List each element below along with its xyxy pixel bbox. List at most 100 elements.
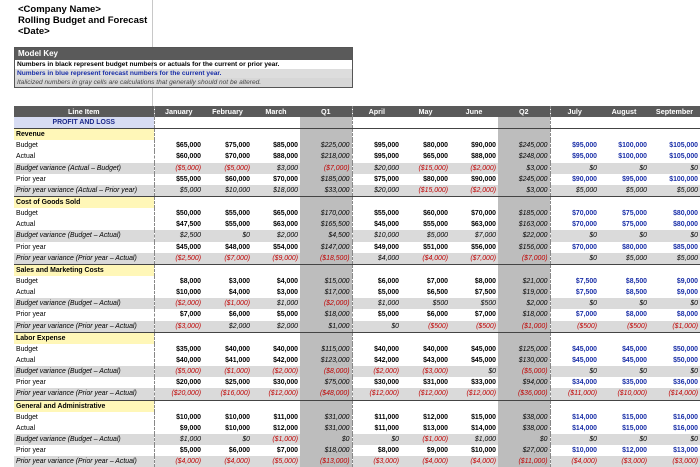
table-cell[interactable]: $5,000 xyxy=(649,252,700,265)
table-cell[interactable]: $55,000 xyxy=(351,208,401,220)
table-cell[interactable]: $27,000 xyxy=(498,445,550,457)
table-cell[interactable]: $8,000 xyxy=(351,445,401,457)
table-cell[interactable]: $0 xyxy=(649,230,700,242)
table-cell[interactable]: $34,000 xyxy=(549,377,599,389)
table-cell[interactable]: ($500) xyxy=(401,320,450,333)
table-cell[interactable]: $0 xyxy=(649,162,700,174)
table-cell[interactable]: $45,000 xyxy=(153,241,203,253)
table-cell[interactable]: $0 xyxy=(649,298,700,310)
table-cell[interactable]: $13,000 xyxy=(423,424,448,432)
table-cell[interactable]: $75,000 xyxy=(622,221,647,229)
table-cell[interactable]: $7,500 xyxy=(474,289,496,297)
table-cell[interactable]: $63,000 xyxy=(471,221,496,229)
table-cell[interactable]: $31,000 xyxy=(300,422,352,434)
table-cell[interactable]: ($2,000) xyxy=(153,298,203,310)
table-cell[interactable]: $7,500 xyxy=(549,275,599,288)
table-cell[interactable]: $0 xyxy=(549,433,599,446)
table-cell[interactable]: ($18,500) xyxy=(300,252,352,265)
table-cell[interactable]: $41,000 xyxy=(225,357,250,365)
table-cell[interactable]: $40,000 xyxy=(423,345,448,353)
table-cell[interactable]: $4,000 xyxy=(351,252,401,265)
table-cell[interactable]: ($1,000) xyxy=(203,366,252,378)
table-cell[interactable]: ($16,000) xyxy=(203,388,252,401)
table-cell[interactable]: $70,000 xyxy=(549,241,599,253)
table-cell[interactable]: $15,000 xyxy=(471,413,496,421)
table-cell[interactable]: ($3,000) xyxy=(401,366,450,378)
table-cell[interactable]: ($10,000) xyxy=(599,388,649,401)
table-cell[interactable]: $9,000 xyxy=(153,422,203,434)
table-cell[interactable]: $70,000 xyxy=(273,175,298,183)
table-cell[interactable]: $55,000 xyxy=(225,221,250,229)
table-cell[interactable]: $55,000 xyxy=(225,210,250,218)
table-cell[interactable]: $10,000 xyxy=(549,445,599,457)
table-cell[interactable]: $6,500 xyxy=(426,289,448,297)
table-cell[interactable]: $75,000 xyxy=(225,142,250,150)
table-cell[interactable]: $75,000 xyxy=(622,210,647,218)
table-cell[interactable]: $10,000 xyxy=(203,184,252,197)
table-cell[interactable]: ($9,000) xyxy=(252,252,300,265)
table-cell[interactable]: $0 xyxy=(300,433,352,446)
table-cell[interactable]: $3,000 xyxy=(252,162,300,174)
table-cell[interactable]: ($5,000) xyxy=(203,162,252,174)
table-cell[interactable]: $49,000 xyxy=(351,241,401,253)
table-cell[interactable]: ($11,000) xyxy=(498,456,550,467)
table-cell[interactable]: $45,000 xyxy=(471,357,496,365)
table-cell[interactable]: $33,000 xyxy=(471,379,496,387)
table-cell[interactable]: ($7,000) xyxy=(498,252,550,265)
table-cell[interactable]: $185,000 xyxy=(300,173,352,185)
table-cell[interactable]: $8,000 xyxy=(153,275,203,288)
table-cell[interactable]: ($12,000) xyxy=(252,388,300,401)
table-cell[interactable]: $9,000 xyxy=(676,278,698,286)
table-cell[interactable]: ($1,000) xyxy=(498,320,550,333)
table-cell[interactable]: $105,000 xyxy=(669,142,698,150)
table-cell[interactable]: $105,000 xyxy=(669,153,698,161)
table-cell[interactable]: $20,000 xyxy=(351,162,401,174)
table-cell[interactable]: $70,000 xyxy=(471,210,496,218)
table-cell[interactable]: ($3,000) xyxy=(153,320,203,333)
table-cell[interactable]: $16,000 xyxy=(673,413,698,421)
table-cell[interactable]: $170,000 xyxy=(300,208,352,220)
table-cell[interactable]: $36,000 xyxy=(673,379,698,387)
table-cell[interactable]: $9,000 xyxy=(676,289,698,297)
table-cell[interactable]: $35,000 xyxy=(622,379,647,387)
table-cell[interactable]: ($500) xyxy=(450,320,498,333)
table-cell[interactable]: $11,000 xyxy=(351,422,401,434)
table-cell[interactable]: $100,000 xyxy=(618,153,647,161)
table-cell[interactable]: ($2,000) xyxy=(450,162,498,174)
table-cell[interactable]: $90,000 xyxy=(549,173,599,185)
table-cell[interactable]: $4,000 xyxy=(276,278,298,286)
table-cell[interactable]: $43,000 xyxy=(423,357,448,365)
table-cell[interactable]: $38,000 xyxy=(498,422,550,434)
table-cell[interactable]: $5,000 xyxy=(401,230,450,242)
table-cell[interactable]: $88,000 xyxy=(471,153,496,161)
table-cell[interactable]: $15,000 xyxy=(622,424,647,432)
table-cell[interactable]: $30,000 xyxy=(351,377,401,389)
table-cell[interactable]: $12,000 xyxy=(423,413,448,421)
table-cell[interactable]: $0 xyxy=(450,366,498,378)
table-cell[interactable]: $90,000 xyxy=(471,175,496,183)
table-cell[interactable]: ($4,000) xyxy=(203,456,252,467)
table-cell[interactable]: $10,000 xyxy=(153,287,203,299)
table-cell[interactable]: ($14,000) xyxy=(649,388,700,401)
table-cell[interactable]: $9,000 xyxy=(426,447,448,455)
table-cell[interactable]: $1,000 xyxy=(252,298,300,310)
table-cell[interactable]: $18,000 xyxy=(252,184,300,197)
table-cell[interactable]: $0 xyxy=(549,162,599,174)
table-cell[interactable]: $50,000 xyxy=(673,357,698,365)
table-cell[interactable]: $95,000 xyxy=(351,140,401,152)
table-cell[interactable]: $75,000 xyxy=(351,173,401,185)
table-cell[interactable]: ($15,000) xyxy=(401,162,450,174)
table-cell[interactable]: $70,000 xyxy=(549,219,599,231)
table-cell[interactable]: $14,000 xyxy=(549,422,599,434)
table-cell[interactable]: $95,000 xyxy=(622,175,647,183)
table-cell[interactable]: $60,000 xyxy=(225,175,250,183)
table-cell[interactable]: ($1,000) xyxy=(252,433,300,446)
table-cell[interactable]: $115,000 xyxy=(300,343,352,355)
table-cell[interactable]: $0 xyxy=(599,230,649,242)
table-cell[interactable]: $65,000 xyxy=(153,140,203,152)
table-cell[interactable]: $45,000 xyxy=(351,219,401,231)
table-cell[interactable]: $0 xyxy=(549,298,599,310)
table-cell[interactable]: $0 xyxy=(649,366,700,378)
table-cell[interactable]: $4,500 xyxy=(300,230,352,242)
table-cell[interactable]: $80,000 xyxy=(423,175,448,183)
